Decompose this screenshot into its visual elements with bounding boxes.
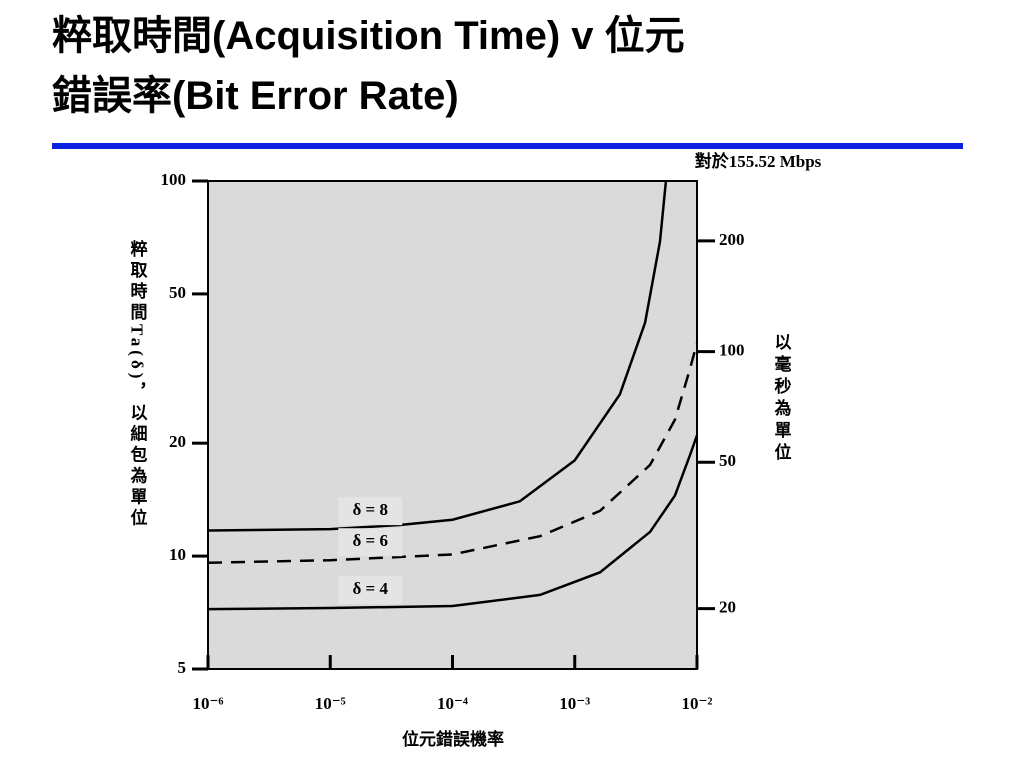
x-tick-label: 10⁻⁶ xyxy=(192,694,223,713)
y-tick-label: 50 xyxy=(169,283,186,302)
y2-tick-label: 100 xyxy=(719,340,745,359)
x-axis-label: 位元錯誤機率 xyxy=(402,729,504,749)
y-tick-label: 20 xyxy=(169,432,186,451)
label-box xyxy=(338,576,403,605)
title-rule xyxy=(52,143,963,149)
plot-area xyxy=(207,180,698,670)
y2-tick-label: 200 xyxy=(719,230,745,249)
x-tick-label: 10⁻⁴ xyxy=(437,694,468,713)
y-tick-label: 5 xyxy=(178,658,187,677)
label-box xyxy=(338,528,403,557)
y2-axis-label: 以毫秒為單位 xyxy=(772,333,792,465)
y-axis-label: 粹取時間Ta(δ)，以細包為單位 xyxy=(128,239,148,529)
annotation: 對於155.52 Mbps xyxy=(695,151,822,171)
series-line xyxy=(207,180,668,532)
label-box xyxy=(338,497,403,526)
series-line xyxy=(207,434,699,611)
title-line: 粹取時間(Acquisition Time) v 位元 xyxy=(52,14,685,58)
series-label: δ = 4 xyxy=(352,579,388,598)
series-label: δ = 8 xyxy=(352,500,388,519)
series-line xyxy=(207,342,699,564)
x-tick-label: 10⁻² xyxy=(681,694,712,713)
x-tick-label: 10⁻⁵ xyxy=(315,694,346,713)
y2-tick-label: 20 xyxy=(719,597,736,616)
slide-title: 粹取時間(Acquisition Time) v 位元 錯誤率(Bit Erro… xyxy=(52,6,685,126)
y2-tick-label: 50 xyxy=(719,451,736,470)
y-tick-label: 100 xyxy=(161,170,187,189)
x-tick-label: 10⁻³ xyxy=(559,694,590,713)
series-label: δ = 6 xyxy=(352,531,388,550)
title-line: 錯誤率(Bit Error Rate) xyxy=(52,74,459,118)
y-tick-label: 10 xyxy=(169,545,186,564)
